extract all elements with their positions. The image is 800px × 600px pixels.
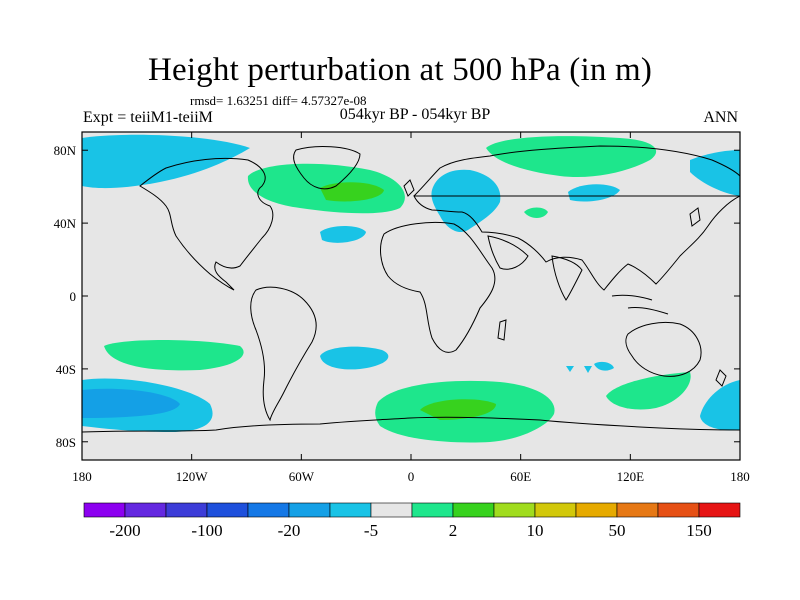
anomaly-region-mid-atlantic	[320, 226, 366, 243]
colorbar-swatch	[370, 502, 413, 518]
coastline-japan	[689, 207, 701, 227]
coastline-africa	[380, 221, 496, 353]
lat-tick-label: 40N	[54, 216, 77, 231]
colorbar-label: 10	[527, 521, 544, 540]
colorbar-swatch	[83, 502, 126, 518]
anomaly-region-southern-ocean-core	[420, 399, 496, 420]
lat-tick-label: 80N	[54, 143, 77, 158]
colorbar-label: -5	[364, 521, 378, 540]
coastline-greenland	[293, 146, 361, 190]
anomaly-region-s-pacific-mid	[104, 340, 244, 371]
anomaly-region-s-pacific-west-core	[82, 388, 180, 418]
anomaly-region-caspian	[524, 207, 548, 218]
season-label: ANN	[703, 109, 738, 126]
lat-tick-label: 80S	[56, 435, 76, 450]
lon-tick-label: 0	[408, 469, 415, 484]
anomaly-region-s-pacific-east	[700, 380, 740, 431]
anomaly-region-s-indian-east	[606, 372, 691, 410]
colorbar-swatch	[411, 502, 454, 518]
colorbar-swatch	[616, 502, 659, 518]
colorbar-label: -20	[278, 521, 301, 540]
lon-tick-label: 120W	[176, 469, 209, 484]
lon-tick-label: 180	[72, 469, 92, 484]
colorbar-swatch	[124, 502, 167, 518]
coastline-india	[551, 255, 583, 301]
colorbar-swatch	[698, 502, 741, 518]
coastline-eurasia	[413, 145, 740, 291]
colorbar-swatch	[206, 502, 249, 518]
lon-tick-label: 120E	[617, 469, 645, 484]
anomaly-region-ne-pacific	[690, 150, 740, 196]
map-title: Height perturbation at 500 hPa (in m)	[147, 52, 653, 88]
coastline-north-america	[139, 157, 274, 291]
colorbar-swatch	[657, 502, 700, 518]
coastline-indonesia	[611, 294, 669, 315]
colorbar-swatch	[165, 502, 208, 518]
positive-anomaly-fills	[104, 136, 691, 443]
colorbar-swatch	[247, 502, 290, 518]
colorbar-label: -100	[191, 521, 222, 540]
lon-tick-label: 60W	[289, 469, 315, 484]
period-label: 054kyr BP - 054kyr BP	[339, 106, 491, 123]
anomaly-region-central-asia	[568, 184, 620, 202]
lat-tick-label: 40S	[56, 362, 76, 377]
coastline-antarctica	[82, 416, 740, 433]
colorbar-label: 50	[609, 521, 626, 540]
anomaly-region-n-atlantic-core	[320, 182, 384, 202]
colorbar-label: 2	[449, 521, 458, 540]
anomaly-region-europe	[431, 169, 501, 233]
axis-ticks: 180 120W 60W 0 60E 120E 180 80N 40N 0 40S 80S	[54, 132, 750, 484]
colorbar-swatch	[452, 502, 495, 518]
colorbar-swatch	[534, 502, 577, 518]
anomaly-region-s-indian	[566, 361, 614, 373]
lon-tick-label: 60E	[510, 469, 531, 484]
colorbar: -200 -100 -20 -5 2 10 50 150	[83, 502, 741, 540]
anomaly-region-n-pacific	[82, 134, 250, 189]
negative-anomaly-fills	[82, 134, 740, 432]
coastline-australia	[625, 321, 702, 377]
colorbar-swatch	[493, 502, 536, 518]
coastlines	[82, 145, 740, 433]
lat-tick-label: 0	[70, 289, 77, 304]
anomaly-region-s-atlantic	[320, 346, 389, 370]
stats-label: rmsd= 1.63251 diff= 4.57327e-08	[190, 93, 367, 108]
coastline-south-america	[250, 286, 317, 422]
colorbar-swatch	[288, 502, 331, 518]
lon-tick-label: 180	[730, 469, 750, 484]
coastline-uk	[403, 179, 415, 197]
coastline-arabia	[487, 235, 529, 270]
colorbar-label: 150	[686, 521, 712, 540]
colorbar-swatch	[329, 502, 372, 518]
coastline-madagascar	[497, 319, 507, 341]
coastline-new-zealand	[715, 369, 727, 387]
colorbar-label: -200	[109, 521, 140, 540]
colorbar-swatch	[575, 502, 618, 518]
experiment-label: Expt = teiiM1-teiiM	[83, 109, 213, 126]
